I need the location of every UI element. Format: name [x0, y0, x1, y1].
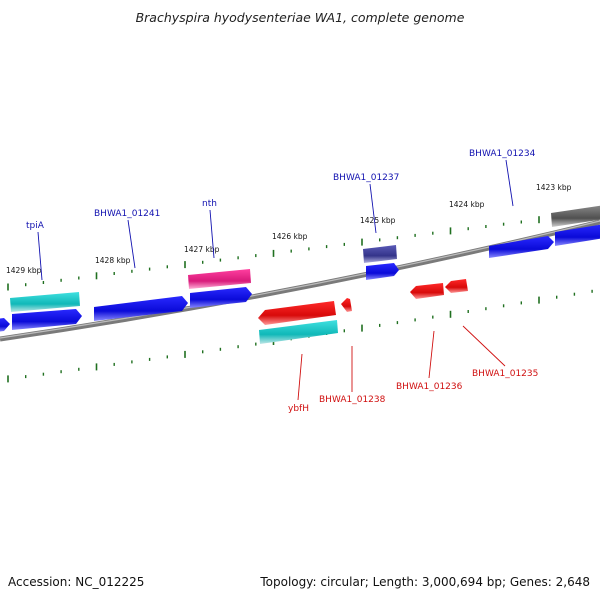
- kbp-label-1424: 1424 kbp: [449, 200, 485, 209]
- forward-cds-arrow[interactable]: [94, 296, 188, 321]
- reverse-cds-arrow[interactable]: [445, 279, 468, 293]
- forward-features: [0, 205, 600, 332]
- inner-tick-row: [7, 289, 593, 383]
- kbp-label-1429: 1429 kbp: [6, 266, 42, 275]
- leader-BHWA1_01237: [369, 183, 377, 234]
- gene-label-BHWA1_01237[interactable]: BHWA1_01237: [333, 173, 399, 183]
- forward-cds-arrow[interactable]: [12, 309, 82, 330]
- forward-cds-arrow[interactable]: [366, 263, 399, 280]
- gene-label-BHWA1_01238[interactable]: BHWA1_01238: [319, 395, 386, 405]
- reverse-features: [258, 279, 468, 344]
- leader-BHWA1_01241: [127, 219, 136, 269]
- leader-nth: [209, 209, 215, 259]
- reverse-cds-arrow[interactable]: [410, 283, 444, 299]
- genome-stats-text: Topology: circular; Length: 3,000,694 bp…: [260, 575, 590, 589]
- other-feature[interactable]: [551, 205, 600, 227]
- accession-text: Accession: NC_012225: [8, 575, 145, 589]
- gene-label-nth[interactable]: nth: [202, 199, 217, 209]
- outer-tick-row: [7, 211, 593, 291]
- gene-label-ybfH[interactable]: ybfH: [288, 404, 309, 414]
- gene-label-tpiA[interactable]: tpiA: [26, 221, 45, 231]
- trna-feature[interactable]: [10, 292, 80, 312]
- leader-BHWA1_01234: [505, 159, 514, 207]
- gene-label-BHWA1_01235[interactable]: BHWA1_01235: [472, 369, 538, 379]
- kbp-label-1428: 1428 kbp: [95, 256, 131, 265]
- leader-BHWA1_01236: [428, 330, 435, 379]
- reverse-cds-arrow[interactable]: [341, 298, 352, 312]
- gene-label-BHWA1_01236[interactable]: BHWA1_01236: [396, 382, 463, 392]
- forward-cds-arrow[interactable]: [489, 236, 554, 258]
- forward-cds-arrow[interactable]: [190, 287, 252, 308]
- kbp-label-1427: 1427 kbp: [184, 245, 220, 254]
- gene-label-BHWA1_01241[interactable]: BHWA1_01241: [94, 209, 160, 219]
- forward-cds-arrow[interactable]: [555, 224, 600, 246]
- leader-BHWA1_01235: [462, 325, 506, 367]
- trna-feature-reverse[interactable]: [259, 320, 338, 344]
- kbp-label-1425: 1425 kbp: [360, 216, 396, 225]
- genome-title: Brachyspira hyodysenteriae WA1, complete…: [135, 10, 465, 25]
- label-leaders: [37, 159, 514, 401]
- leader-tpiA: [37, 231, 43, 281]
- gene-label-BHWA1_01234[interactable]: BHWA1_01234: [469, 149, 536, 159]
- leader-ybfH: [297, 353, 303, 401]
- reverse-cds-arrow[interactable]: [258, 301, 336, 325]
- kbp-label-1423: 1423 kbp: [536, 183, 572, 192]
- forward-cds-arrow[interactable]: [0, 318, 10, 332]
- pseudogene-feature[interactable]: [363, 245, 397, 263]
- genome-backbone-highlight: [0, 220, 600, 339]
- kbp-label-1426: 1426 kbp: [272, 232, 308, 241]
- rrna-feature[interactable]: [188, 269, 251, 289]
